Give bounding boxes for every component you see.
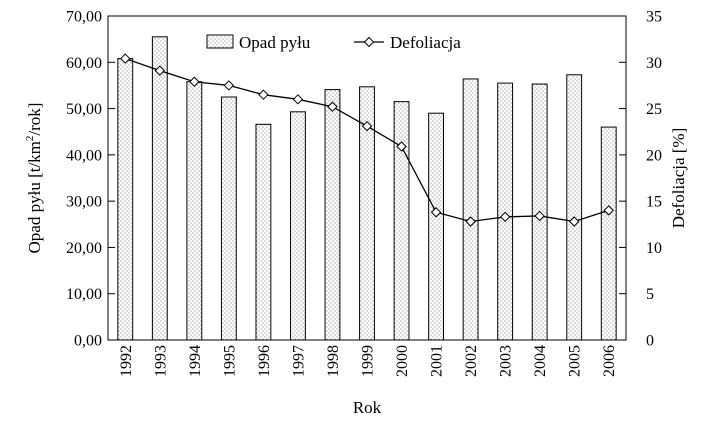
x-tick-label-2003: 2003 xyxy=(498,345,515,377)
y-right-tick-label: 5 xyxy=(646,286,654,303)
y-left-tick-label: 50,00 xyxy=(66,101,102,118)
y-right-axis-title: Defoliacja [%] xyxy=(669,128,688,229)
y-left-tick-label: 70,00 xyxy=(66,9,102,26)
x-tick-label-1997: 1997 xyxy=(290,345,307,377)
x-tick-label-1996: 1996 xyxy=(256,345,273,377)
legend-label-defoliacja: Defoliacja xyxy=(390,33,461,52)
x-axis-title: Rok xyxy=(353,398,382,417)
point-defoliacja-2003 xyxy=(499,211,511,223)
bar-1993 xyxy=(151,36,168,341)
point-defoliacja-2006 xyxy=(603,205,614,216)
bar-1992 xyxy=(117,58,134,341)
x-tick-label-1992: 1992 xyxy=(118,345,135,377)
bar-1998 xyxy=(324,89,341,341)
x-tick-label-2004: 2004 xyxy=(532,345,549,377)
point-defoliacja-2004 xyxy=(534,210,545,222)
y-right-tick-label: 15 xyxy=(646,194,662,211)
bar-1994 xyxy=(186,81,203,341)
x-tick-label-2001: 2001 xyxy=(429,345,446,377)
bar-2002 xyxy=(462,78,479,341)
y-left-tick-label: 10,00 xyxy=(66,286,102,303)
bar-2000 xyxy=(393,101,410,341)
legend-label-opad-pylu: Opad pyłu xyxy=(239,33,311,52)
bar-2005 xyxy=(566,74,583,341)
point-defoliacja-1999 xyxy=(361,120,373,132)
y-left-tick-label: 30,00 xyxy=(66,194,102,211)
bar-2006 xyxy=(600,126,617,341)
y-left-axis-title-superscript: 2 xyxy=(24,136,36,142)
x-tick-label-1993: 1993 xyxy=(152,345,169,377)
point-defoliacja-1992 xyxy=(120,53,131,64)
bar-1995 xyxy=(220,96,237,341)
point-defoliacja-2000 xyxy=(396,141,407,152)
point-defoliacja-1997 xyxy=(292,94,304,105)
y-right-tick-label: 25 xyxy=(646,101,662,118)
y-left-tick-label: 60,00 xyxy=(66,55,102,72)
x-tick-label-2005: 2005 xyxy=(567,345,584,377)
y-right-tick-label: 35 xyxy=(646,9,662,26)
x-tick-label-2006: 2006 xyxy=(601,345,618,377)
point-defoliacja-1995 xyxy=(223,80,235,91)
bar-2001 xyxy=(428,112,444,341)
bar-1997 xyxy=(290,111,306,341)
x-tick-label-2000: 2000 xyxy=(394,345,411,377)
point-defoliacja-1996 xyxy=(258,89,269,100)
x-tick-label-1994: 1994 xyxy=(187,345,204,377)
x-tick-label-1999: 1999 xyxy=(360,345,377,377)
y-left-axis-title: Opad pyłu [t/km2/rok] xyxy=(24,103,44,254)
x-tick-label-2002: 2002 xyxy=(463,345,480,377)
point-defoliacja-1993 xyxy=(154,65,166,76)
bar-2003 xyxy=(497,82,514,341)
point-defoliacja-2001 xyxy=(430,207,442,218)
point-defoliacja-2005 xyxy=(568,216,580,227)
x-tick-label-1998: 1998 xyxy=(325,345,342,377)
x-tick-label-1995: 1995 xyxy=(221,345,238,377)
y-right-tick-label: 0 xyxy=(646,333,654,350)
legend: Opad pyłu Defoliacja xyxy=(206,33,461,52)
point-defoliacja-1994 xyxy=(189,76,200,87)
y-right-tick-label: 10 xyxy=(646,240,662,257)
legend-swatch-opad-pylu xyxy=(206,34,234,49)
bar-1999 xyxy=(359,86,375,341)
bar-1996 xyxy=(255,123,272,341)
y-right-tick-label: 20 xyxy=(646,147,662,164)
point-defoliacja-1998 xyxy=(327,101,338,112)
y-right-tick-label: 30 xyxy=(646,55,662,72)
y-left-tick-label: 20,00 xyxy=(66,240,102,257)
y-left-tick-label: 40,00 xyxy=(66,147,102,164)
point-defoliacja-2002 xyxy=(465,216,476,227)
legend-marker-defoliacja xyxy=(363,36,375,48)
y-left-tick-label: 0,00 xyxy=(74,333,102,350)
